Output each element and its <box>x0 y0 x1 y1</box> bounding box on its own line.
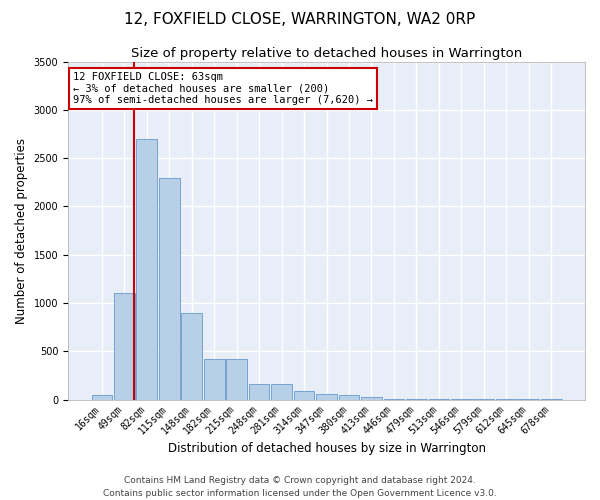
Bar <box>271 384 292 400</box>
Bar <box>383 398 404 400</box>
Bar <box>159 178 179 400</box>
Bar <box>338 395 359 400</box>
Bar <box>181 312 202 400</box>
Bar <box>136 139 157 400</box>
Text: 12, FOXFIELD CLOSE, WARRINGTON, WA2 0RP: 12, FOXFIELD CLOSE, WARRINGTON, WA2 0RP <box>124 12 476 28</box>
Bar <box>204 359 224 400</box>
Bar <box>361 396 382 400</box>
Bar <box>92 395 112 400</box>
X-axis label: Distribution of detached houses by size in Warrington: Distribution of detached houses by size … <box>167 442 485 455</box>
Y-axis label: Number of detached properties: Number of detached properties <box>15 138 28 324</box>
Title: Size of property relative to detached houses in Warrington: Size of property relative to detached ho… <box>131 48 522 60</box>
Bar <box>249 384 269 400</box>
Bar <box>294 391 314 400</box>
Text: Contains HM Land Registry data © Crown copyright and database right 2024.
Contai: Contains HM Land Registry data © Crown c… <box>103 476 497 498</box>
Text: 12 FOXFIELD CLOSE: 63sqm
← 3% of detached houses are smaller (200)
97% of semi-d: 12 FOXFIELD CLOSE: 63sqm ← 3% of detache… <box>73 72 373 105</box>
Bar <box>316 394 337 400</box>
Bar <box>114 294 134 400</box>
Bar <box>226 359 247 400</box>
